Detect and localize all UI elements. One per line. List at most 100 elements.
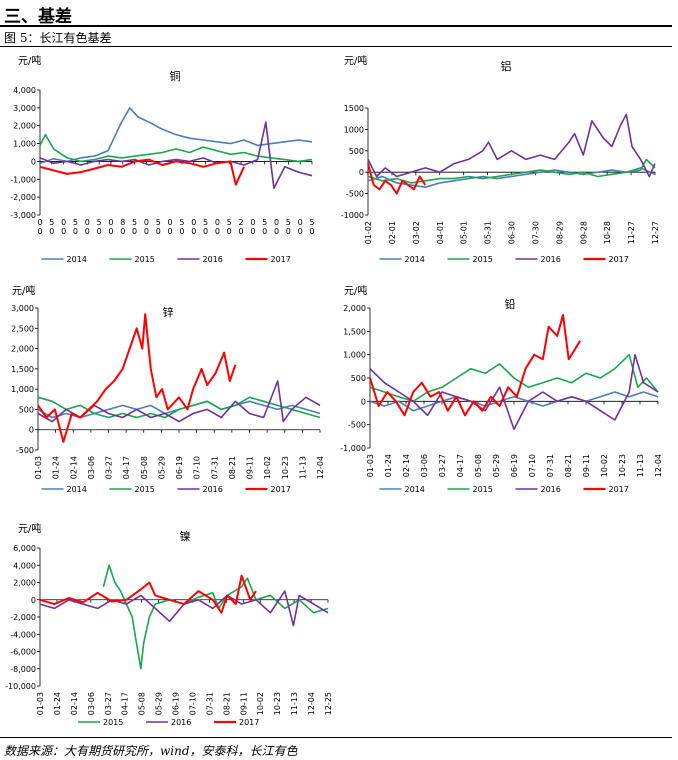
series-line-2014: [39, 107, 313, 164]
chart-title: 锌: [163, 305, 174, 319]
x-tick-label: 03-06: [87, 692, 96, 715]
y-tick-label: 1,500: [11, 365, 34, 374]
x-tick-label: 01-24: [53, 692, 62, 715]
x-tick-label: 5: [73, 218, 78, 227]
y-tick-label: 0: [359, 168, 364, 177]
x-tick-label: 5: [309, 218, 314, 227]
x-tick-label: 0: [168, 218, 173, 227]
legend-label-2017: 2017: [239, 718, 259, 727]
y-tick-label: 1000: [344, 125, 364, 134]
x-tick-label: 02-14: [70, 692, 79, 715]
y-tick-label: -1000: [341, 211, 364, 220]
x-tick-label-row2: 0: [262, 227, 267, 236]
x-tick-label-row2: 0: [85, 227, 90, 236]
legend-label-2014: 2014: [405, 485, 425, 494]
x-tick-label: 01-03: [34, 456, 43, 479]
y-tick-label: 0: [29, 426, 34, 435]
y-tick-label: 3,000: [11, 304, 34, 313]
x-tick-label: 04-17: [456, 454, 465, 477]
x-tick-label: 10-23: [618, 454, 627, 477]
x-tick-label: 06-30: [508, 221, 517, 244]
x-tick-label: 05-08: [140, 456, 149, 479]
x-tick-label: 04-01: [436, 221, 445, 244]
x-tick-label: 03-02: [412, 221, 421, 244]
x-tick-label: 0: [85, 218, 90, 227]
x-tick-label: 0: [108, 218, 113, 227]
chart-aluminum: 元/吨 铝 1500 1000 500 0 -500 -1000 01-02 02-01 03-02…: [338, 50, 673, 275]
x-tick-label: 05-01: [460, 221, 469, 244]
x-tick-label: 08-21: [564, 454, 573, 477]
y-unit-label: 元/吨: [344, 54, 367, 67]
x-tick-label: 03-27: [438, 454, 447, 477]
x-tick-label: 06-19: [510, 454, 519, 477]
section-title: 三、基差: [4, 7, 72, 27]
figure-title: 图 5：长江有色基差: [4, 31, 112, 45]
x-tick-label: 10-28: [603, 221, 612, 244]
x-tick-label: 09-11: [582, 454, 591, 477]
series-line-2016: [39, 121, 313, 189]
x-tick-label: 10-23: [281, 456, 290, 479]
x-tick-label-row2: 0: [250, 227, 255, 236]
x-tick-label-row2: 0: [168, 227, 173, 236]
x-tick-label: 04-17: [122, 456, 131, 479]
series-line-2016: [37, 380, 321, 423]
legend-label-2015: 2015: [473, 255, 493, 264]
top-rule: [0, 25, 672, 27]
series-line-2017: [369, 314, 582, 417]
y-tick-label: 2,000: [13, 122, 36, 131]
y-tick-label: 1,000: [11, 385, 34, 394]
legend-label-2016: 2016: [203, 485, 223, 494]
x-tick-label: 0: [274, 218, 279, 227]
y-tick-label: -500: [346, 190, 364, 199]
x-tick-label-row2: 0: [238, 227, 243, 236]
series-line-2014: [369, 391, 659, 412]
x-tick-label: 10-02: [600, 454, 609, 477]
y-unit-label: 元/吨: [344, 284, 367, 297]
y-tick-label: 1,000: [13, 140, 36, 149]
x-tick-label: 02-14: [69, 456, 78, 479]
y-unit-label: 元/吨: [18, 522, 41, 535]
x-tick-label: 0: [298, 218, 303, 227]
series-line-2015: [37, 396, 321, 419]
x-tick-label: 07-10: [193, 456, 202, 479]
x-tick-label: 05-08: [474, 454, 483, 477]
x-tick-label: 0: [61, 218, 66, 227]
y-tick-label: 0: [31, 157, 36, 166]
x-tick-label: 03-27: [104, 692, 113, 715]
x-tick-label: 11-13: [298, 456, 307, 479]
chart-svg: 元/吨铜 4,000 3,000 2,000 1,000 0 -1,000 -2,000 -3,…: [10, 54, 314, 264]
x-tick-label: 05-29: [492, 454, 501, 477]
y-tick-label: 3,000: [13, 104, 36, 113]
y-tick-label: -1,000: [340, 444, 366, 453]
x-tick-label-row2: 0: [191, 227, 196, 236]
x-tick-label: 0: [144, 218, 149, 227]
legend-label-2016: 2016: [171, 718, 191, 727]
y-tick-label: 0: [361, 397, 366, 406]
x-tick-label: 5: [179, 218, 184, 227]
series-line-2016: [367, 113, 656, 178]
figure-rule: [0, 46, 672, 47]
x-tick-label: 07-31: [210, 456, 219, 479]
series-line-2017: [39, 158, 245, 186]
series-line-2015: [367, 158, 656, 184]
y-tick-label: 500: [351, 374, 366, 383]
y-tick-label: 0: [31, 596, 36, 605]
chart-nickel: 元/吨镍 6,000 4,000 2,000 0 -2,000 -4,000 -6,000 -8…: [0, 518, 340, 733]
series-line-2015: [39, 133, 313, 163]
x-tick-label: 12-04: [654, 454, 663, 477]
chart-lead: 元/吨铅 2,000 1,500 1,000 500 0 -500 -1,000 01-03 01…: [338, 280, 673, 505]
x-tick-label: 10-02: [263, 456, 272, 479]
x-tick-label: 5: [286, 218, 291, 227]
y-tick-label: -3,000: [10, 211, 36, 220]
x-tick-label: 0: [191, 218, 196, 227]
series-line-2016: [369, 353, 659, 431]
x-tick-label: 11-13: [290, 692, 299, 715]
series-line-2017: [367, 163, 427, 195]
x-tick-label: 01-03: [36, 692, 45, 715]
series-line-2014: [367, 167, 656, 188]
y-tick-label: 500: [19, 405, 34, 414]
y-unit-label: 元/吨: [12, 284, 35, 297]
x-tick-label: 07-10: [188, 692, 197, 715]
x-tick-label-row2: 0: [97, 227, 102, 236]
